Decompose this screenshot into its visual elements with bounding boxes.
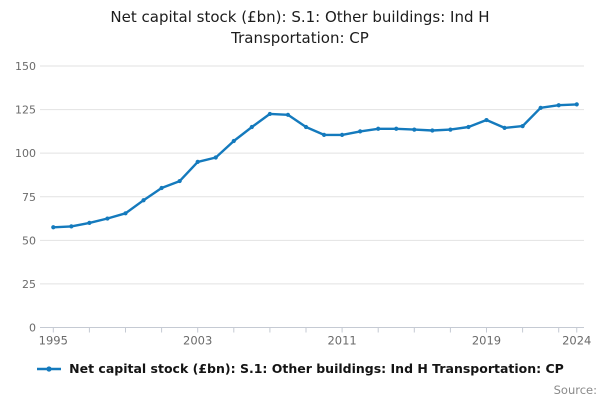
y-tick-label: 150 (15, 60, 36, 73)
legend-item[interactable]: Net capital stock (£bn): S.1: Other buil… (0, 361, 600, 376)
y-tick-label: 25 (22, 278, 36, 291)
y-tick-label: 100 (15, 147, 36, 160)
x-tick-label: 2024 (562, 334, 591, 348)
data-point[interactable] (520, 124, 525, 129)
data-point[interactable] (159, 185, 164, 191)
y-tick-label: 125 (15, 104, 36, 117)
data-point[interactable] (394, 126, 399, 131)
y-tick-label: 0 (29, 322, 36, 335)
y-tick-label: 50 (22, 234, 36, 247)
data-point[interactable] (556, 103, 561, 108)
y-tick-label: 75 (22, 191, 36, 204)
data-point[interactable] (484, 117, 489, 123)
data-point[interactable] (195, 159, 200, 164)
data-point[interactable] (412, 127, 417, 132)
x-tick-label: 2011 (327, 334, 356, 348)
data-point[interactable] (321, 132, 327, 137)
data-point[interactable] (177, 178, 182, 184)
x-tick-label: 1995 (39, 334, 68, 348)
data-point[interactable] (358, 129, 363, 134)
data-point[interactable] (538, 105, 543, 110)
data-point[interactable] (213, 155, 218, 160)
data-point[interactable] (105, 216, 110, 221)
source-note: Source: (553, 383, 597, 397)
data-point[interactable] (466, 124, 471, 130)
data-point[interactable] (502, 125, 507, 130)
legend-label: Net capital stock (£bn): S.1: Other buil… (69, 361, 564, 376)
x-tick-label: 2019 (472, 334, 501, 348)
data-point[interactable] (574, 102, 579, 107)
data-point[interactable] (123, 211, 128, 216)
data-point[interactable] (51, 225, 56, 230)
data-line (52, 103, 578, 229)
legend-line-icon (37, 365, 62, 372)
data-point[interactable] (340, 132, 345, 137)
chart-title: Net capital stock (£bn): S.1: Other buil… (110, 8, 490, 47)
data-point[interactable] (231, 138, 236, 144)
data-point[interactable] (249, 124, 254, 130)
data-point[interactable] (141, 198, 146, 203)
x-tick-label: 2003 (183, 334, 212, 348)
data-point[interactable] (430, 128, 435, 133)
data-point[interactable] (267, 111, 272, 117)
data-point[interactable] (303, 124, 309, 130)
data-point[interactable] (376, 126, 381, 131)
data-point[interactable] (87, 220, 92, 226)
data-point[interactable] (69, 224, 74, 229)
data-point[interactable] (448, 127, 453, 132)
data-point[interactable] (285, 112, 291, 117)
